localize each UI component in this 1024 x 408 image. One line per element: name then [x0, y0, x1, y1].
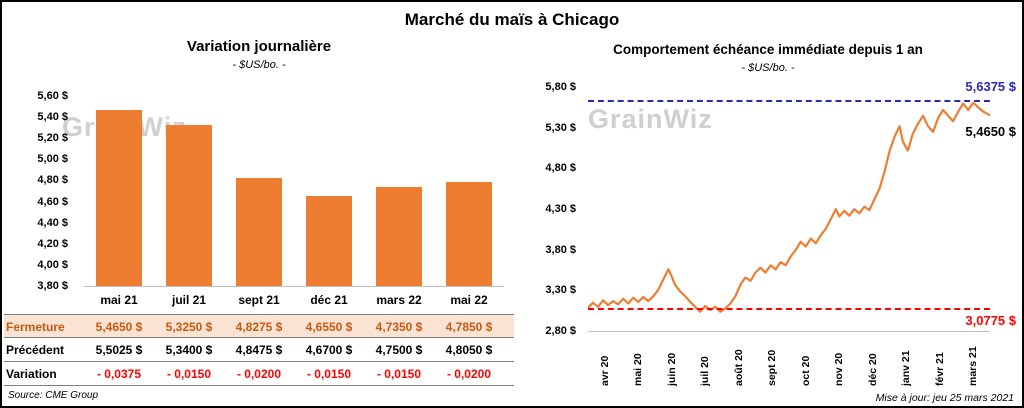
bar-y-tick: 4,20 $ — [37, 237, 68, 250]
bar-x-label: mars 22 — [376, 293, 422, 307]
bar-y-tick: 5,00 $ — [37, 153, 68, 166]
table-cell: 4,7850 $ — [445, 320, 493, 334]
table-cell: 4,8275 $ — [235, 320, 283, 334]
price-table: Fermeture 5,4650 $ 5,3250 $ 4,8275 $ 4,6550 … — [4, 314, 514, 386]
table-cell: - 0,0150 — [376, 367, 422, 381]
source-note: Source: CME Group — [8, 390, 99, 401]
table-cell: 5,3250 $ — [165, 320, 213, 334]
table-row: Précédent 5,5025 $ 5,3400 $ 4,8475 $ 4,6700 … — [4, 338, 514, 362]
bar-x-label: mai 21 — [100, 293, 138, 307]
table-row: Variation - 0,0375 - 0,0150 - 0,0200 - 0,015… — [4, 362, 514, 386]
table-cell: - 0,0200 — [236, 367, 282, 381]
bar-chart — [84, 97, 504, 287]
bar-y-tick: 5,60 $ — [37, 90, 68, 102]
line-chart — [586, 88, 992, 332]
bar-x-label: juil 21 — [171, 293, 206, 307]
table-cell: - 0,0150 — [166, 367, 212, 381]
bar-x-label: déc 21 — [310, 293, 348, 307]
price-line — [586, 101, 992, 313]
bar-mai-21 — [96, 110, 142, 286]
bar-sept-21 — [236, 177, 282, 286]
table-cell: 4,8475 $ — [235, 343, 283, 357]
line-y-tick: 3,80 $ — [545, 243, 576, 256]
page-title: Marché du maïs à Chicago — [404, 10, 620, 29]
table-cell: 5,5025 $ — [95, 343, 143, 357]
line-x-label: avr 20 — [598, 355, 611, 386]
row-label: Fermeture — [6, 320, 65, 334]
bar-y-axis: 5,60 $ 5,40 $ 5,20 $ 5,00 $ 4,80 $ 4,60 $ 4,40… — [4, 90, 76, 292]
line-y-tick: 5,30 $ — [545, 121, 576, 134]
line-x-label: juil 20 — [699, 356, 712, 386]
low-reference-line — [588, 308, 990, 311]
line-x-label: sept 20 — [766, 349, 779, 386]
bar-y-tick: 4,60 $ — [37, 195, 68, 208]
bar-y-tick: 3,80 $ — [37, 280, 68, 292]
line-x-label: janv 21 — [900, 350, 913, 386]
row-label: Précédent — [6, 343, 65, 357]
bar-x-label: mai 22 — [450, 293, 488, 307]
high-reference-line — [588, 100, 990, 103]
left-chart-title: Variation journalière — [186, 38, 332, 55]
line-y-tick: 3,30 $ — [545, 284, 576, 297]
table-row: Fermeture 5,4650 $ 5,3250 $ 4,8275 $ 4,6550 … — [4, 314, 514, 338]
table-cell: 5,4650 $ — [95, 320, 143, 334]
bar-y-tick: 5,40 $ — [37, 111, 68, 124]
bar-x-axis: mai 21 juil 21 sept 21 déc 21 mars 22 mai 22 — [84, 293, 504, 309]
line-x-label: août 20 — [732, 349, 745, 386]
line-x-axis: avr 20 mai 20 juin 20 juil 20 août 20 sept 20… — [588, 336, 990, 386]
line-x-label: juin 20 — [665, 352, 678, 386]
line-y-tick: 4,30 $ — [545, 203, 576, 215]
table-cell: - 0,0150 — [306, 367, 352, 381]
line-y-axis: 5,80 $ 5,30 $ 4,80 $ 4,30 $ 3,80 $ 3,30 $ 2,80… — [514, 81, 582, 337]
table-cell: 4,7500 $ — [375, 343, 423, 357]
table-cell: - 0,0375 — [96, 367, 142, 381]
table-cell: 4,6550 $ — [305, 320, 353, 334]
line-y-tick: 4,80 $ — [545, 162, 576, 175]
line-x-label: févr 21 — [933, 352, 946, 386]
bar-mai-22 — [446, 182, 492, 286]
row-label: Variation — [6, 367, 57, 381]
bar-y-tick: 4,80 $ — [37, 174, 68, 187]
bar-déc-21 — [306, 195, 352, 286]
bar-juil-21 — [166, 125, 212, 286]
update-note: Mise à jour: jeu 25 mars 2021 — [875, 392, 1014, 404]
bar-y-tick: 4,00 $ — [37, 258, 68, 271]
bar-y-tick: 5,20 $ — [37, 132, 68, 145]
one-year-panel: Comportement échéance immédiate depuis 1… — [514, 32, 1022, 406]
line-y-tick: 2,80 $ — [545, 325, 576, 337]
right-chart-title: Comportement échéance immédiate depuis 1… — [613, 42, 923, 57]
table-cell: 5,3400 $ — [165, 343, 213, 357]
line-x-label: mai 20 — [632, 353, 645, 386]
table-cell: 4,6700 $ — [305, 343, 353, 357]
daily-variation-panel: Variation journalière - $US/bo. - GrainW… — [4, 32, 514, 406]
last-value-label: 5,4650 $ — [965, 124, 1016, 139]
line-x-label: oct 20 — [799, 355, 812, 386]
price-line-svg — [586, 101, 992, 313]
bar-x-label: sept 21 — [238, 293, 280, 307]
low-value-label: 3,0775 $ — [965, 313, 1016, 328]
bar-y-tick: 4,40 $ — [37, 216, 68, 229]
table-cell: 4,7350 $ — [375, 320, 423, 334]
line-x-label: nov 20 — [833, 352, 846, 386]
high-value-label: 5,6375 $ — [965, 79, 1016, 94]
line-x-label: mars 21 — [967, 346, 980, 386]
table-cell: - 0,0200 — [446, 367, 492, 381]
bar-mars-22 — [376, 187, 422, 286]
right-chart-subtitle: - $US/bo. - — [741, 62, 795, 74]
line-x-label: déc 20 — [866, 353, 879, 386]
line-y-tick: 5,80 $ — [545, 81, 576, 93]
table-cell: 4,8050 $ — [445, 343, 493, 357]
left-chart-subtitle: - $US/bo. - — [232, 59, 286, 71]
